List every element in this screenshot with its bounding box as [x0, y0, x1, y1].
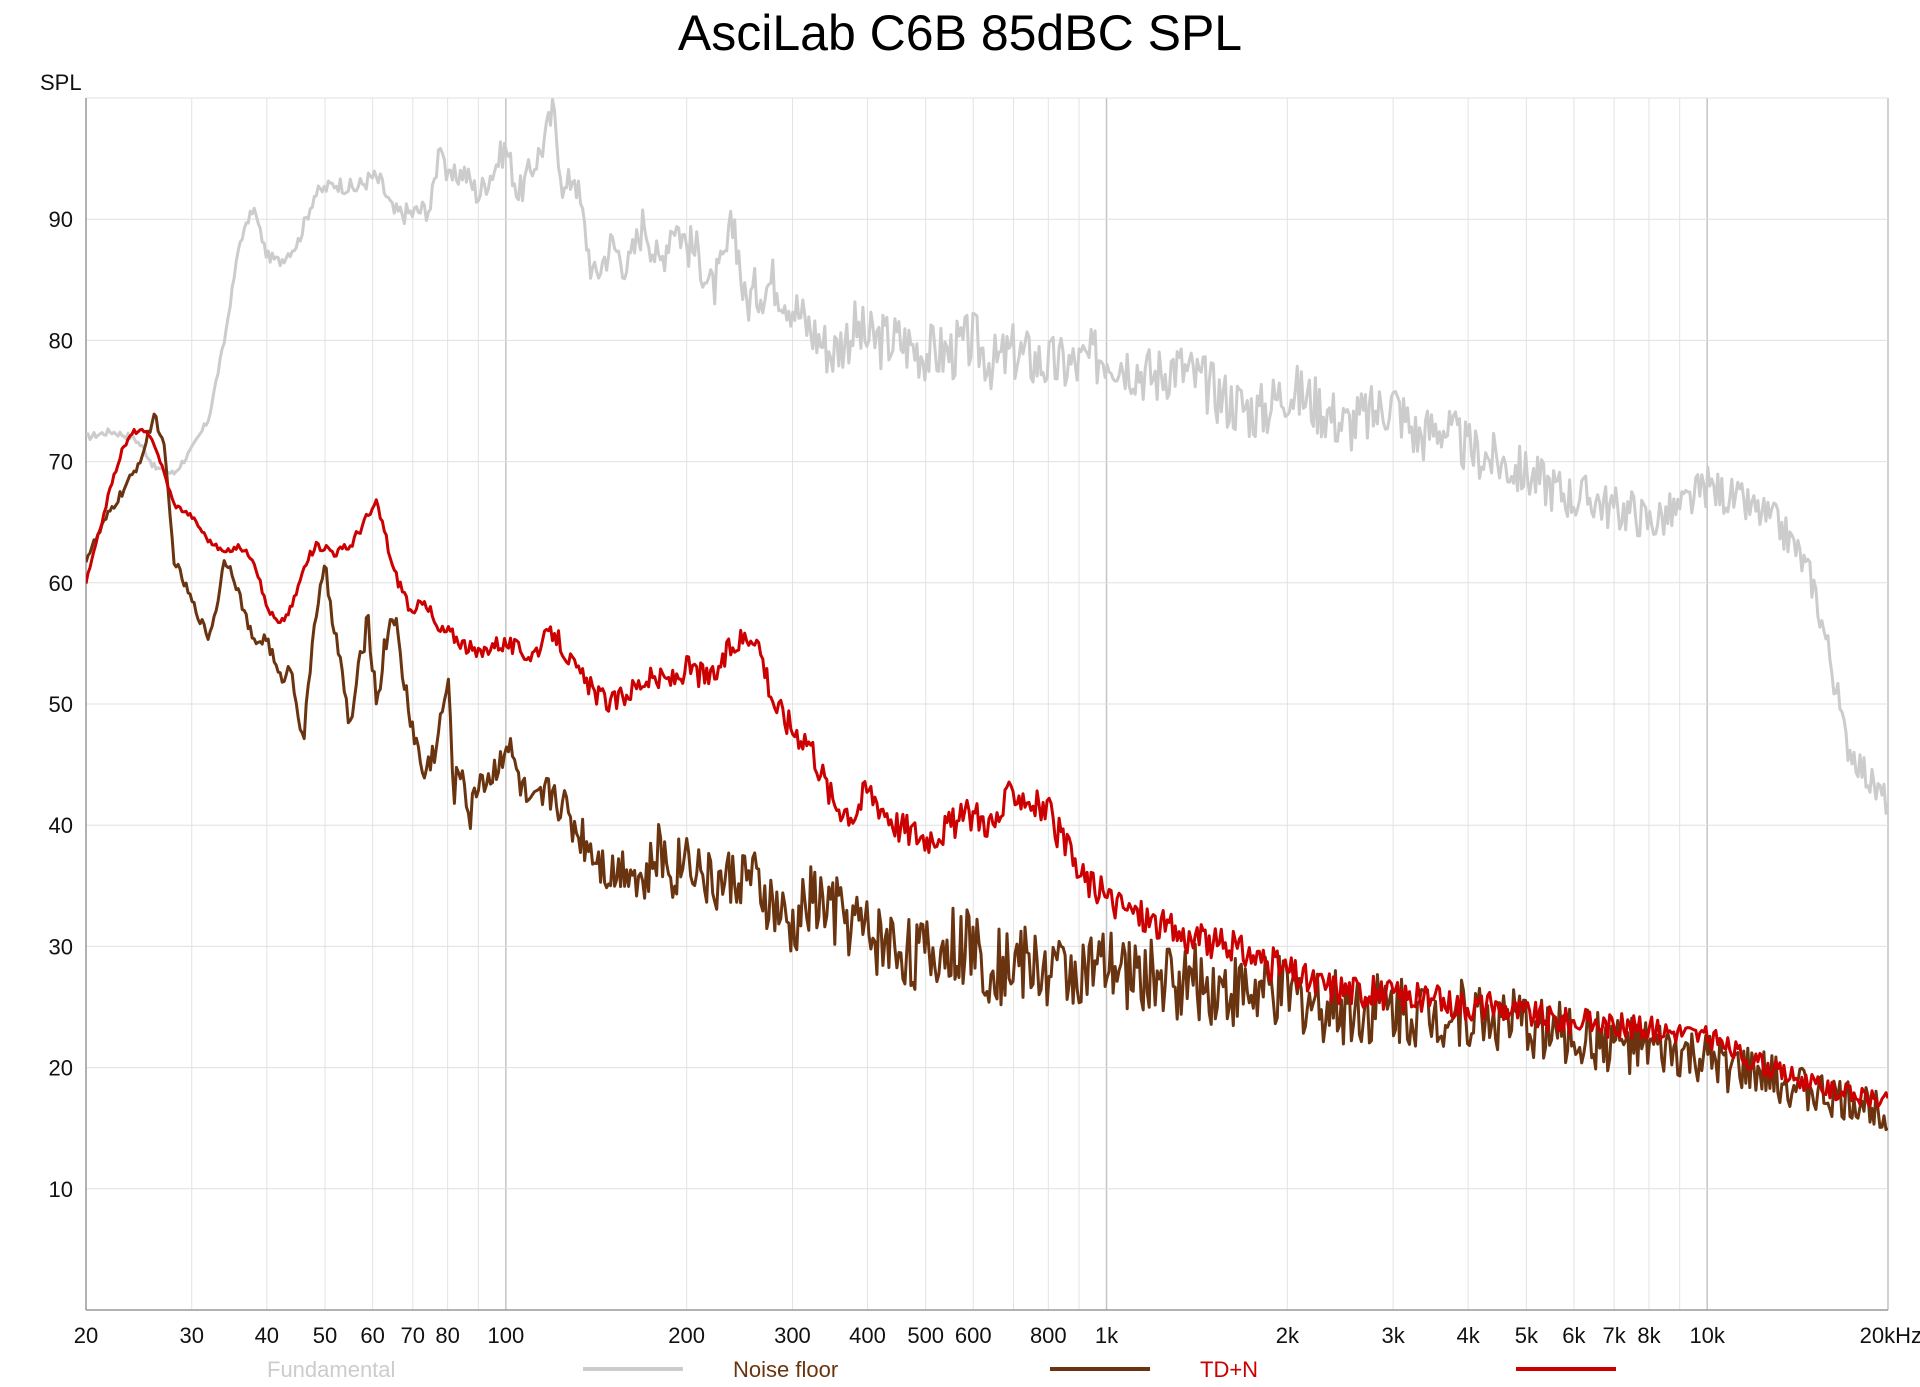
y-tick-labels: 10 20 30 40 50 60 70 80 90 — [49, 207, 73, 1202]
x-tick-label: 40 — [255, 1323, 279, 1348]
series-layer — [86, 97, 1888, 1132]
x-tick-label: 50 — [313, 1323, 337, 1348]
x-tick-label: 3k — [1381, 1323, 1405, 1348]
x-tick-label: 200 — [668, 1323, 705, 1348]
x-tick-label: 20 — [74, 1323, 98, 1348]
y-tick-label: 50 — [49, 692, 73, 717]
x-tick-label: 1k — [1095, 1323, 1119, 1348]
x-tick-label: 500 — [907, 1323, 944, 1348]
x-tick-label: 300 — [774, 1323, 811, 1348]
legend: Fundamental Noise floor TD+N — [267, 1357, 1616, 1382]
x-tick-label: 100 — [487, 1323, 524, 1348]
series-line-noise-floor — [86, 412, 1888, 1132]
legend-label-td-n: TD+N — [1200, 1357, 1258, 1382]
y-tick-label: 70 — [49, 450, 73, 475]
x-tick-labels: 20 30 40 50 60 70 80 100 200 300 400 500 600 800 1k 2k 3… — [74, 1323, 1920, 1348]
y-tick-label: 30 — [49, 934, 73, 959]
series-line-fundamental — [86, 97, 1888, 815]
x-tick-label: 30 — [180, 1323, 204, 1348]
x-tick-label: 4k — [1457, 1323, 1481, 1348]
y-tick-label: 80 — [49, 328, 73, 353]
y-tick-label: 60 — [49, 571, 73, 596]
x-tick-label: 20kHz — [1860, 1323, 1920, 1348]
x-tick-label: 10k — [1689, 1323, 1725, 1348]
x-tick-label: 400 — [849, 1323, 886, 1348]
legend-label-fundamental: Fundamental — [267, 1357, 395, 1382]
x-tick-label: 800 — [1030, 1323, 1067, 1348]
legend-label-noise-floor: Noise floor — [733, 1357, 838, 1382]
x-tick-label: 6k — [1562, 1323, 1586, 1348]
x-tick-label: 60 — [360, 1323, 384, 1348]
y-tick-label: 90 — [49, 207, 73, 232]
x-tick-label: 7k — [1603, 1323, 1627, 1348]
x-tick-label: 70 — [401, 1323, 425, 1348]
x-tick-label: 5k — [1515, 1323, 1539, 1348]
chart-title: AsciLab C6B 85dBC SPL — [678, 5, 1242, 61]
y-tick-label: 20 — [49, 1056, 73, 1081]
x-tick-label: 2k — [1276, 1323, 1300, 1348]
x-tick-label: 600 — [955, 1323, 992, 1348]
series-line-td-n — [86, 427, 1888, 1109]
y-axis-label: SPL — [40, 70, 82, 95]
y-tick-label: 10 — [49, 1177, 73, 1202]
y-tick-label: 40 — [49, 813, 73, 838]
grid — [85, 97, 1889, 1310]
axes — [85, 98, 1888, 1311]
x-tick-label: 8k — [1637, 1323, 1661, 1348]
x-tick-label: 80 — [435, 1323, 459, 1348]
